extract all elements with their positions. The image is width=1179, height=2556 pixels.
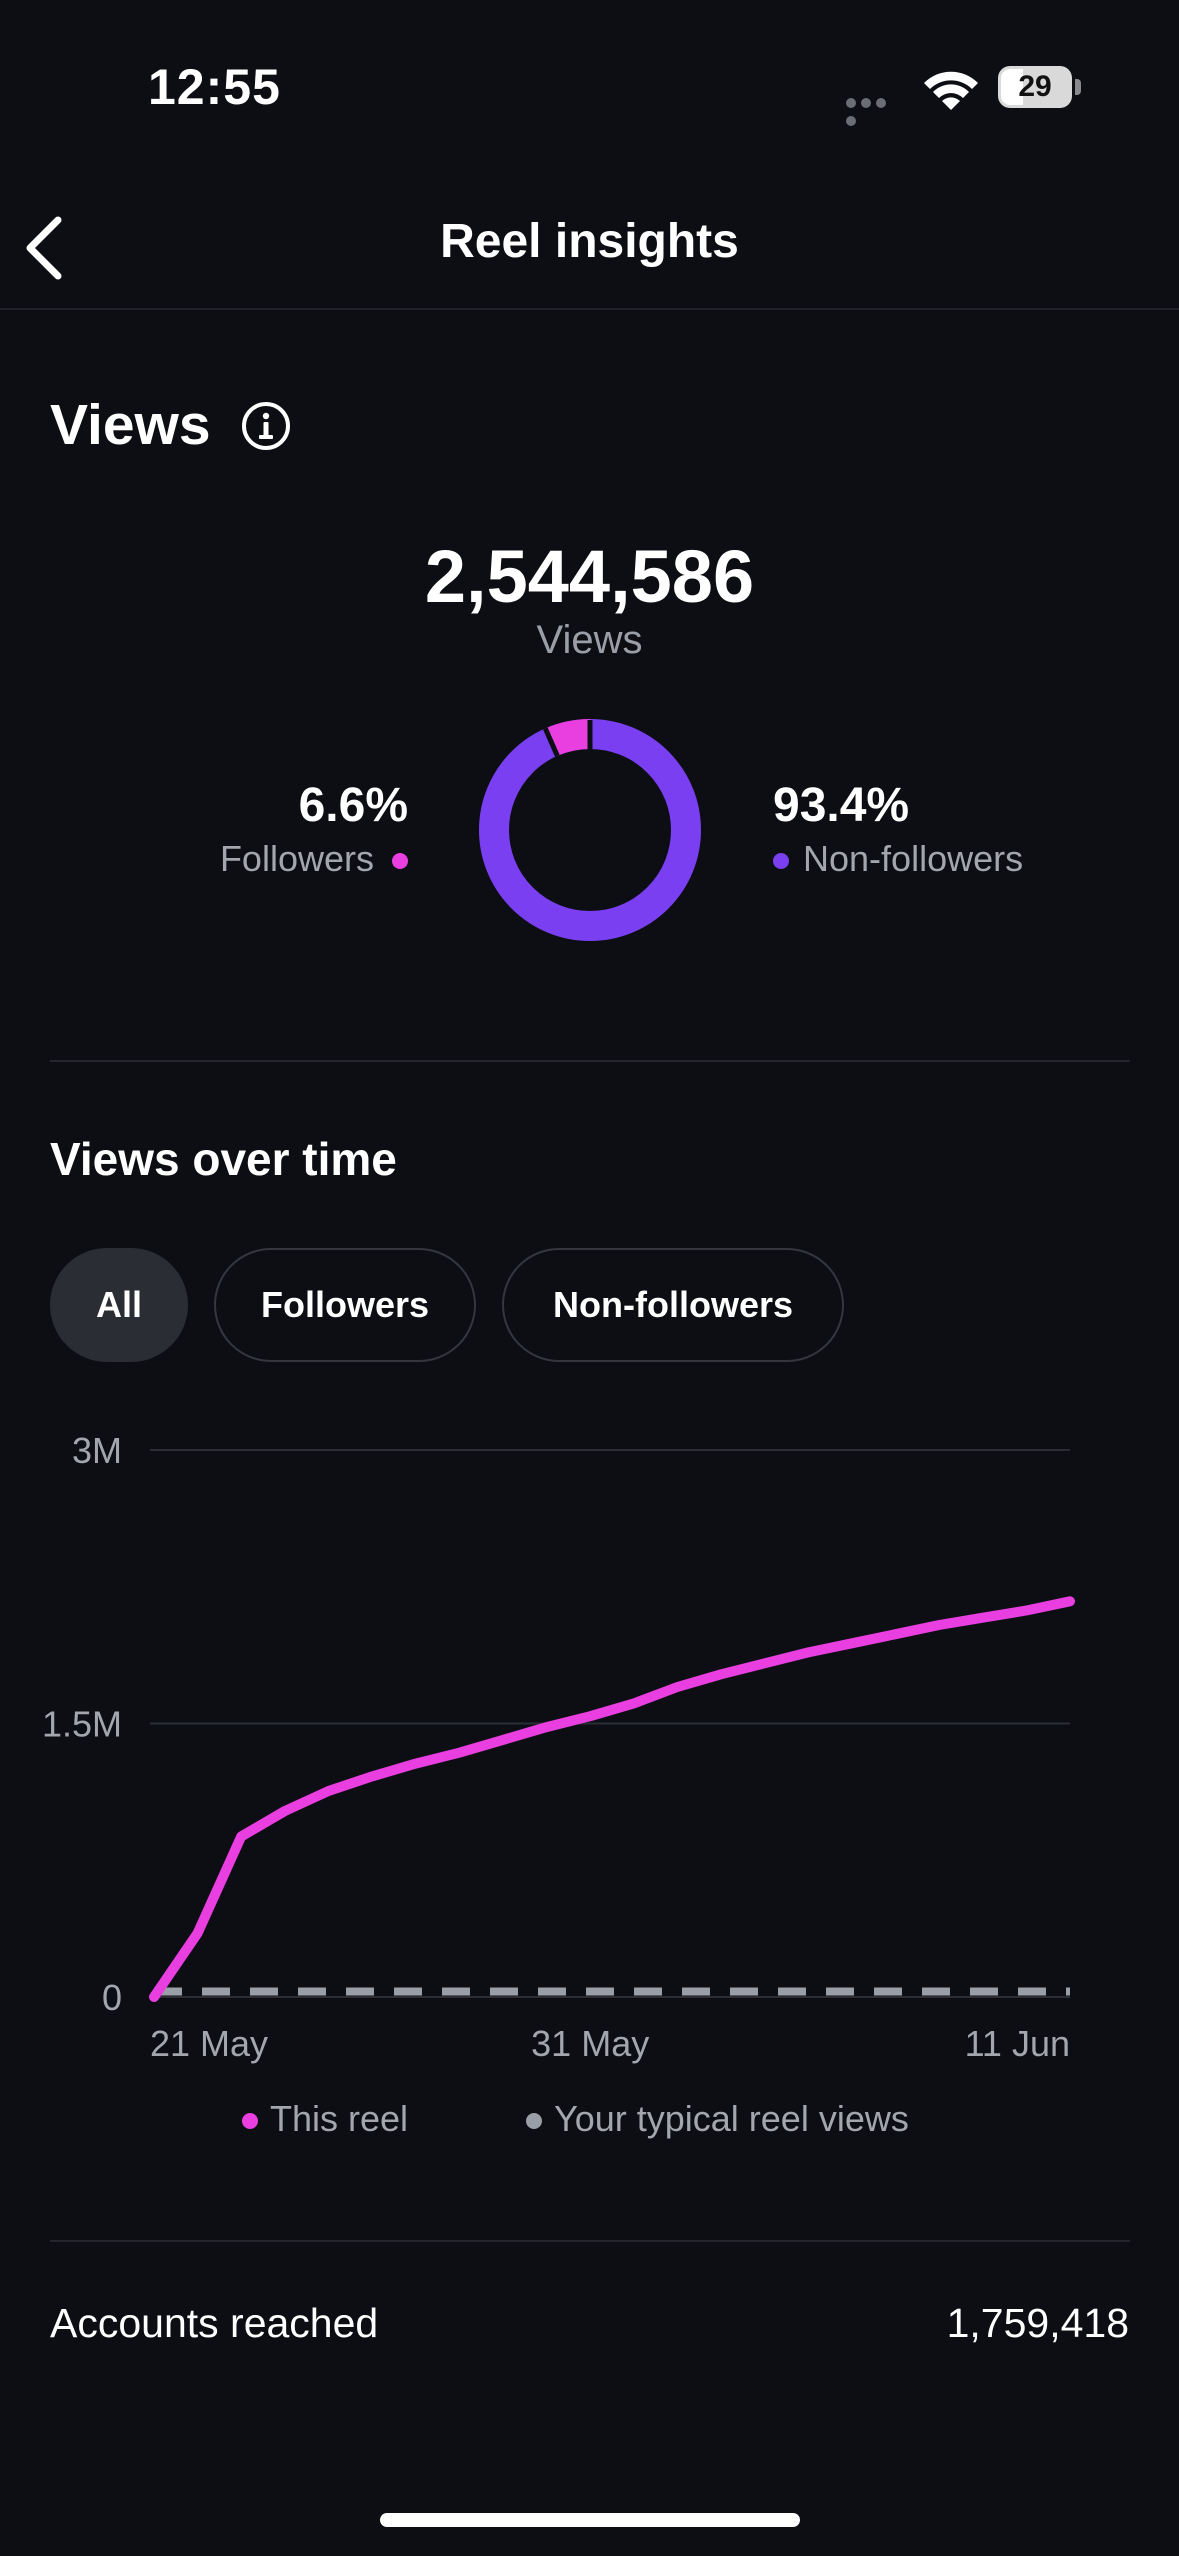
x-tick-label: 11 Jun — [965, 2023, 1070, 2064]
y-tick-label: 3M — [72, 1430, 122, 1471]
followers-label: Followers — [219, 838, 374, 879]
y-tick-label: 1.5M — [42, 1704, 122, 1745]
battery-level: 29 — [1018, 70, 1052, 103]
info-icon[interactable] — [240, 400, 292, 452]
header-divider — [0, 308, 1179, 310]
series-line-this-reel — [149, 1596, 1075, 2002]
legend-typical-views: Your typical reel views — [526, 2098, 909, 2140]
filter-chip-all[interactable]: All — [50, 1248, 188, 1362]
total-views-label: Views — [536, 618, 643, 662]
legend-this-reel-dot — [242, 2113, 258, 2130]
filter-chip-nonfollowers[interactable]: Non-followers — [502, 1248, 844, 1362]
accounts-reached-value: 1,759,418 — [946, 2300, 1129, 2346]
legend-this-reel: This reel — [242, 2098, 408, 2140]
nonfollowers-dot — [773, 853, 789, 870]
section-divider — [50, 1060, 1130, 1062]
views-section-title: Views — [50, 393, 211, 457]
views-over-time-chart: 3M 1.5M 0 21 May 31 May 11 Jun — [42, 1430, 1075, 2064]
home-indicator — [380, 2513, 800, 2527]
section-divider-2 — [50, 2240, 1130, 2242]
nonfollowers-percent: 93.4% — [773, 779, 910, 832]
followers-legend: Followers — [140, 838, 408, 880]
legend-this-reel-label: This reel — [270, 2098, 409, 2139]
wifi-icon — [924, 71, 978, 110]
donut-followers-segment — [545, 719, 591, 757]
chevron-left-icon[interactable] — [18, 205, 88, 283]
x-tick-label: 31 May — [531, 2023, 649, 2064]
filter-chip-followers[interactable]: Followers — [214, 1248, 476, 1362]
status-time: 12:55 — [148, 59, 281, 115]
views-over-time-title: Views over time — [50, 1133, 397, 1185]
legend-typical-views-dot — [526, 2113, 542, 2130]
page-title: Reel insights — [440, 215, 739, 268]
x-tick-label: 21 May — [150, 2023, 268, 2064]
total-views-number: 2,544,586 — [424, 535, 755, 618]
y-tick-label: 0 — [102, 1977, 122, 2018]
followers-percent: 6.6% — [298, 779, 408, 832]
nonfollowers-label: Non-followers — [803, 838, 1024, 879]
nonfollowers-legend: Non-followers — [773, 838, 1023, 880]
followers-dot — [392, 853, 408, 870]
accounts-reached-label: Accounts reached — [50, 2300, 379, 2346]
cellular-signal-icon — [846, 95, 904, 126]
donut-gap-side — [542, 727, 560, 757]
views-donut-chart — [479, 719, 701, 941]
donut-nonfollowers-segment — [479, 719, 701, 941]
legend-typical-views-label: Your typical reel views — [554, 2098, 909, 2139]
battery-icon: 29 — [998, 66, 1081, 108]
